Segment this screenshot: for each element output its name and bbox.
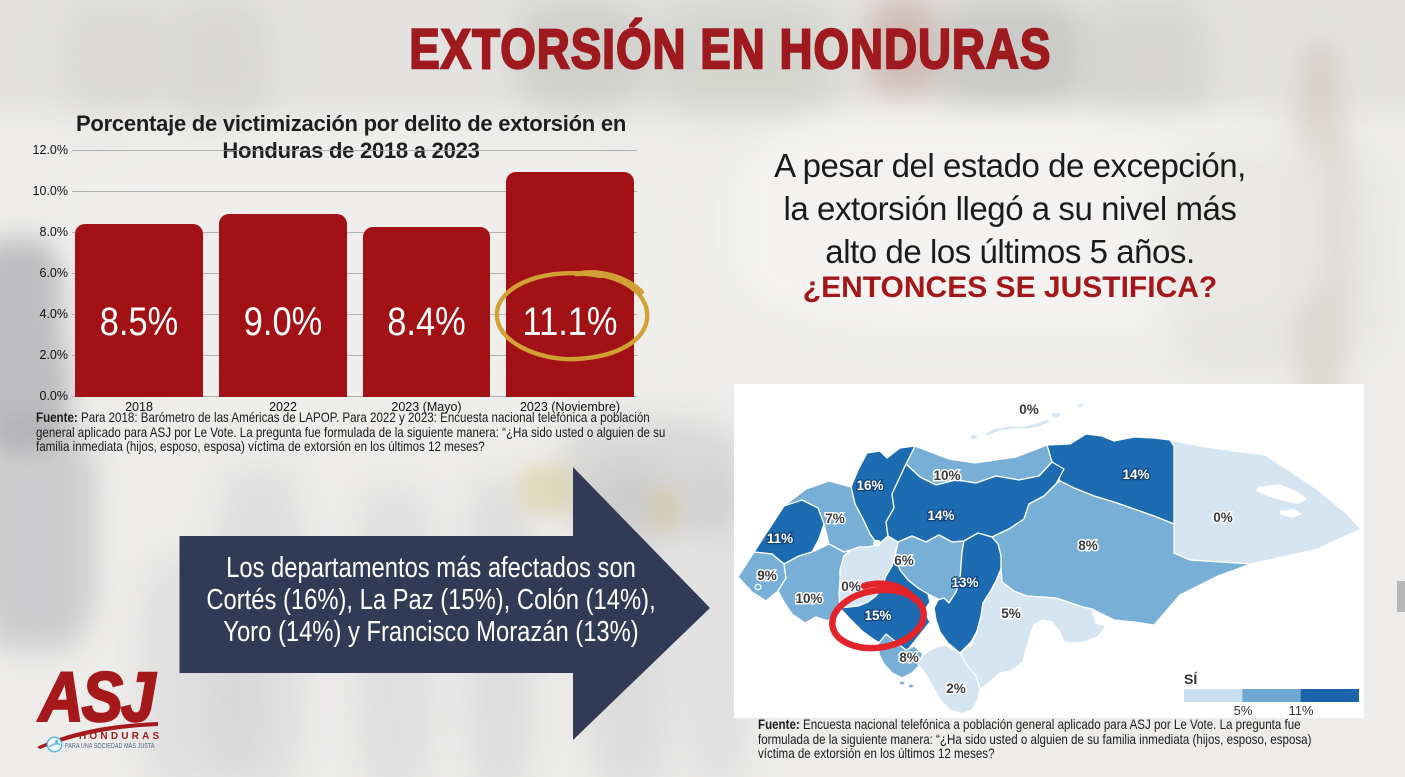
svg-text:7%: 7% [825,511,845,526]
svg-text:10%: 10% [933,468,960,483]
svg-text:6%: 6% [894,553,914,568]
svg-text:5%: 5% [1234,703,1253,718]
svg-text:SÍ: SÍ [1184,671,1198,687]
svg-text:0%: 0% [841,579,861,594]
svg-text:14%: 14% [927,508,954,523]
svg-text:15%: 15% [864,608,891,623]
svg-text:11%: 11% [1288,703,1313,718]
svg-text:2%: 2% [946,681,966,696]
svg-text:5%: 5% [1001,606,1021,621]
svg-text:16%: 16% [856,478,883,493]
svg-text:10%: 10% [795,591,822,606]
svg-text:9%: 9% [757,568,777,583]
svg-text:13%: 13% [951,575,978,590]
svg-text:11%: 11% [767,531,793,546]
svg-text:14%: 14% [1122,467,1149,482]
svg-text:8%: 8% [1078,538,1098,553]
svg-text:0%: 0% [1213,510,1233,525]
svg-text:0%: 0% [1019,402,1039,417]
svg-text:8%: 8% [899,650,919,665]
